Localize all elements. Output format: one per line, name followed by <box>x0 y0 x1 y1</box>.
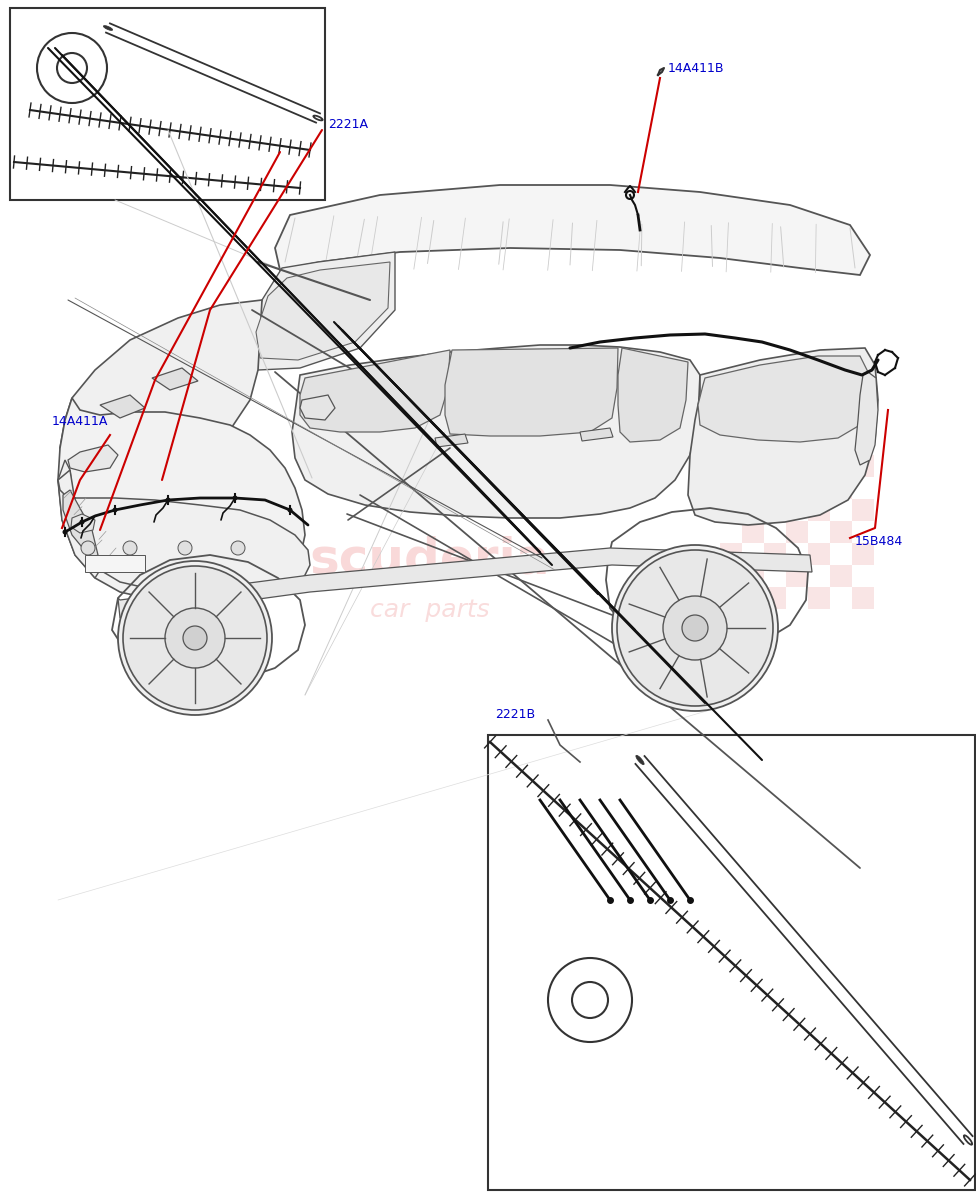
Bar <box>852 455 874 476</box>
Bar <box>764 587 786 608</box>
Polygon shape <box>256 262 390 360</box>
Polygon shape <box>58 470 310 595</box>
Polygon shape <box>100 395 145 418</box>
Bar <box>852 542 874 565</box>
Circle shape <box>612 545 778 710</box>
Ellipse shape <box>103 25 112 30</box>
Polygon shape <box>300 350 450 432</box>
Polygon shape <box>698 356 870 442</box>
Polygon shape <box>85 554 145 572</box>
Polygon shape <box>618 348 688 442</box>
Polygon shape <box>60 300 262 480</box>
Polygon shape <box>580 428 613 440</box>
Text: 15B484: 15B484 <box>855 535 903 548</box>
Bar <box>808 542 830 565</box>
Bar <box>742 476 764 499</box>
Circle shape <box>231 541 245 554</box>
Text: 2221B: 2221B <box>495 708 535 721</box>
Text: scuderia: scuderia <box>309 536 550 584</box>
Bar <box>852 499 874 521</box>
Polygon shape <box>855 372 878 464</box>
Circle shape <box>123 566 267 710</box>
Polygon shape <box>71 514 95 533</box>
Text: 14A411A: 14A411A <box>52 415 108 428</box>
Circle shape <box>166 498 171 503</box>
Polygon shape <box>152 368 198 390</box>
Ellipse shape <box>313 115 323 120</box>
Bar <box>720 455 742 476</box>
Polygon shape <box>292 346 700 518</box>
Circle shape <box>232 496 237 500</box>
Polygon shape <box>250 252 395 370</box>
Bar <box>852 587 874 608</box>
Text: 2221A: 2221A <box>328 118 368 131</box>
Bar <box>808 455 830 476</box>
Circle shape <box>682 614 708 641</box>
Polygon shape <box>300 395 335 420</box>
Circle shape <box>178 541 192 554</box>
Polygon shape <box>275 185 870 275</box>
Polygon shape <box>118 548 812 618</box>
Bar <box>10 8 325 200</box>
Bar <box>742 565 764 587</box>
Polygon shape <box>445 348 618 436</box>
Circle shape <box>165 608 225 668</box>
Bar <box>764 542 786 565</box>
Bar <box>720 542 742 565</box>
Text: 14A411B: 14A411B <box>668 62 724 74</box>
Bar <box>808 587 830 608</box>
Bar <box>808 499 830 521</box>
Bar <box>830 476 852 499</box>
Polygon shape <box>63 490 98 558</box>
Bar <box>786 521 808 542</box>
Polygon shape <box>58 460 100 578</box>
Circle shape <box>81 541 95 554</box>
Polygon shape <box>435 434 468 446</box>
Bar <box>488 734 975 1190</box>
Bar <box>764 455 786 476</box>
Circle shape <box>183 626 207 650</box>
Circle shape <box>37 32 107 103</box>
Bar <box>720 587 742 608</box>
Text: car  parts: car parts <box>370 598 490 622</box>
Polygon shape <box>68 445 118 472</box>
Polygon shape <box>58 398 305 602</box>
Bar <box>764 499 786 521</box>
Circle shape <box>62 529 67 534</box>
Circle shape <box>112 508 117 512</box>
Circle shape <box>548 958 632 1042</box>
Bar <box>830 565 852 587</box>
Bar <box>786 476 808 499</box>
Bar <box>830 521 852 542</box>
Circle shape <box>118 560 272 715</box>
Circle shape <box>663 596 727 660</box>
Ellipse shape <box>635 755 644 764</box>
Bar <box>720 499 742 521</box>
Circle shape <box>79 520 85 524</box>
Circle shape <box>288 508 293 512</box>
Polygon shape <box>688 348 878 526</box>
Circle shape <box>123 541 137 554</box>
Bar <box>742 521 764 542</box>
Bar <box>786 565 808 587</box>
Ellipse shape <box>964 1135 972 1145</box>
Circle shape <box>617 550 773 706</box>
